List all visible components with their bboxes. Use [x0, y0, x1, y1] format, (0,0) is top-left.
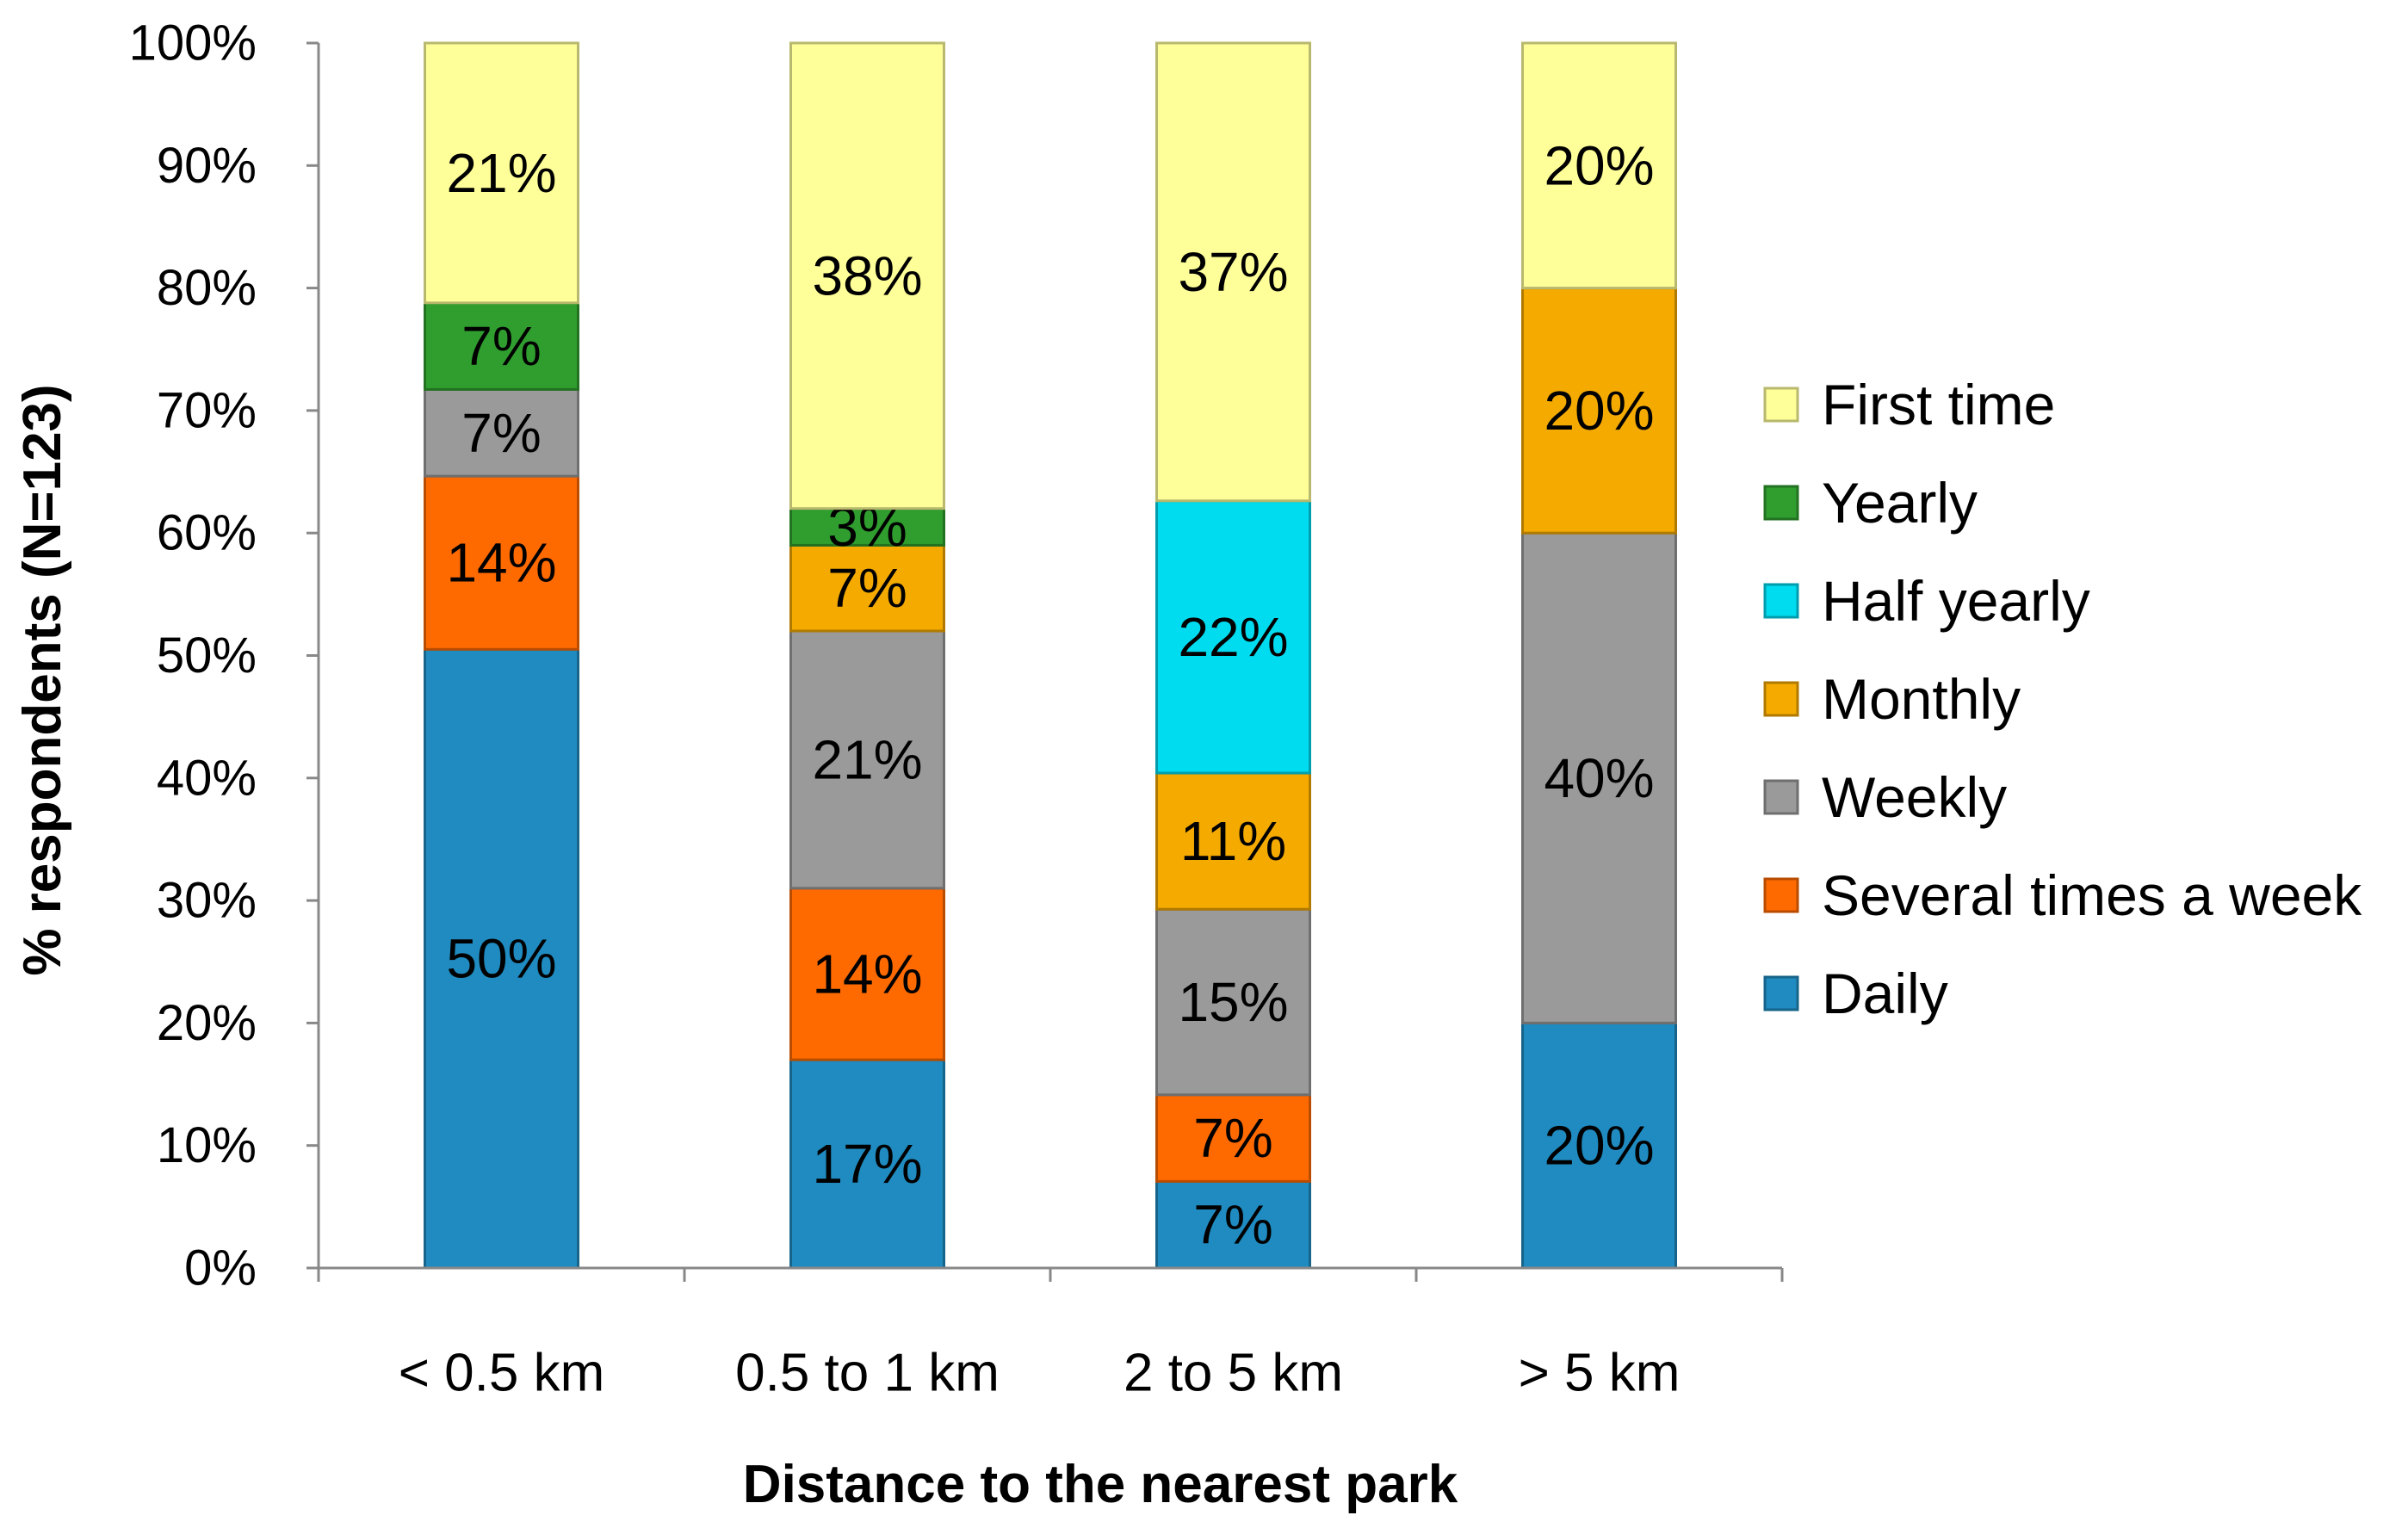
- data-label-daily-2: 17%: [812, 1133, 922, 1195]
- y-tick-label: 80%: [157, 260, 257, 316]
- x-tick-label: > 5 km: [1519, 1344, 1681, 1403]
- bar-several-times-a-week-3: [1155, 1093, 1311, 1183]
- legend-item-yearly: Yearly: [1763, 471, 1978, 535]
- y-tick-label: 90%: [157, 138, 257, 194]
- data-label-weekly-1: 7%: [461, 402, 542, 464]
- legend-label-monthly: Monthly: [1822, 667, 2021, 731]
- bar-first-time-2: [789, 41, 945, 510]
- x-axis: < 0.5 km 0.5 to 1 km 2 to 5 km > 5 km: [317, 1266, 1784, 1403]
- legend-label-first-time: First time: [1822, 373, 2055, 436]
- bar-first-time-4: [1521, 41, 1677, 290]
- data-label-daily-3: 7%: [1193, 1194, 1273, 1256]
- x-tick-label: < 0.5 km: [399, 1344, 605, 1403]
- data-label-monthly-2: 7%: [827, 557, 907, 619]
- x-tick-label: 0.5 to 1 km: [735, 1344, 1000, 1403]
- bar-several-times-a-week-1: [424, 474, 579, 651]
- legend-item-weekly: Weekly: [1763, 765, 2007, 829]
- bar-daily-3: [1155, 1179, 1311, 1270]
- bar-monthly-2: [789, 543, 945, 633]
- legend-swatch-yearly: [1763, 485, 1799, 521]
- bar-yearly-2: [789, 507, 945, 547]
- legend-item-several-times-a-week: Several times a week: [1763, 863, 2362, 927]
- bar-half-yearly-3: [1155, 499, 1311, 775]
- bar-daily-1: [424, 647, 579, 1270]
- y-tick-label: 50%: [157, 628, 257, 683]
- y-tick-label: 100%: [129, 15, 257, 71]
- bar-daily-2: [789, 1058, 945, 1270]
- legend-swatch-weekly: [1763, 779, 1799, 815]
- bar-weekly-4: [1521, 531, 1677, 1024]
- plot-area: 50%14%7%7%21%17%14%21%7%3%38%7%7%15%11%2…: [424, 41, 1677, 1270]
- legend: First time Yearly Half yearly Monthly Weekly…: [1763, 373, 2362, 1025]
- data-label-first-time-3: 37%: [1178, 241, 1288, 303]
- data-label-first-time-4: 20%: [1544, 134, 1654, 196]
- bar-first-time-1: [424, 41, 579, 305]
- x-axis-title: Distance to the nearest park: [743, 1455, 1458, 1514]
- y-tick-label: 10%: [157, 1117, 257, 1173]
- legend-item-half-yearly: Half yearly: [1763, 569, 2090, 633]
- data-label-daily-1: 50%: [446, 928, 556, 990]
- data-label-first-time-2: 38%: [812, 244, 922, 306]
- legend-swatch-monthly: [1763, 681, 1799, 717]
- data-label-daily-4: 20%: [1544, 1115, 1654, 1177]
- data-label-weekly-3: 15%: [1178, 971, 1288, 1033]
- legend-label-half-yearly: Half yearly: [1822, 569, 2090, 633]
- legend-label-weekly: Weekly: [1822, 765, 2007, 829]
- legend-item-first-time: First time: [1763, 373, 2055, 436]
- bar-monthly-4: [1521, 287, 1677, 535]
- data-label-yearly-1: 7%: [461, 315, 542, 377]
- bar-first-time-3: [1155, 41, 1311, 503]
- bar-daily-4: [1521, 1021, 1677, 1270]
- data-label-weekly-2: 21%: [812, 729, 922, 791]
- legend-item-monthly: Monthly: [1763, 667, 2021, 731]
- legend-label-daily: Daily: [1822, 962, 1948, 1025]
- legend-swatch-first-time: [1763, 387, 1799, 423]
- data-label-weekly-4: 40%: [1544, 747, 1654, 809]
- legend-label-yearly: Yearly: [1822, 471, 1978, 535]
- data-label-first-time-1: 21%: [446, 142, 556, 204]
- data-label-monthly-4: 20%: [1544, 380, 1654, 442]
- y-tick-label: 20%: [157, 995, 257, 1051]
- data-label-several-times-a-week-3: 7%: [1193, 1107, 1273, 1169]
- y-tick-label: 70%: [157, 382, 257, 438]
- bar-weekly-2: [789, 629, 945, 890]
- data-label-several-times-a-week-1: 14%: [446, 532, 556, 594]
- x-tick-label: 2 to 5 km: [1124, 1344, 1343, 1403]
- y-tick-label: 40%: [157, 750, 257, 806]
- legend-swatch-several-times-a-week: [1763, 877, 1799, 913]
- legend-item-daily: Daily: [1763, 962, 1948, 1025]
- y-tick-label: 30%: [157, 873, 257, 929]
- data-label-several-times-a-week-2: 14%: [812, 943, 922, 1005]
- legend-swatch-daily: [1763, 975, 1799, 1011]
- data-label-monthly-3: 11%: [1180, 810, 1286, 872]
- y-axis-title: % respondents (N=123): [13, 384, 72, 975]
- y-tick-label: 0%: [184, 1240, 257, 1296]
- bar-several-times-a-week-2: [789, 887, 945, 1061]
- legend-swatch-half-yearly: [1763, 583, 1799, 619]
- bar-weekly-3: [1155, 907, 1311, 1097]
- legend-label-several-times-a-week: Several times a week: [1822, 863, 2362, 927]
- data-label-half-yearly-3: 22%: [1178, 606, 1288, 668]
- y-tick-label: 60%: [157, 505, 257, 561]
- bar-yearly-1: [424, 301, 579, 391]
- bar-monthly-3: [1155, 771, 1311, 911]
- y-axis: 0% 10% 20% 30% 40% 50% 60% 70% 80% 90% 100%: [129, 15, 320, 1296]
